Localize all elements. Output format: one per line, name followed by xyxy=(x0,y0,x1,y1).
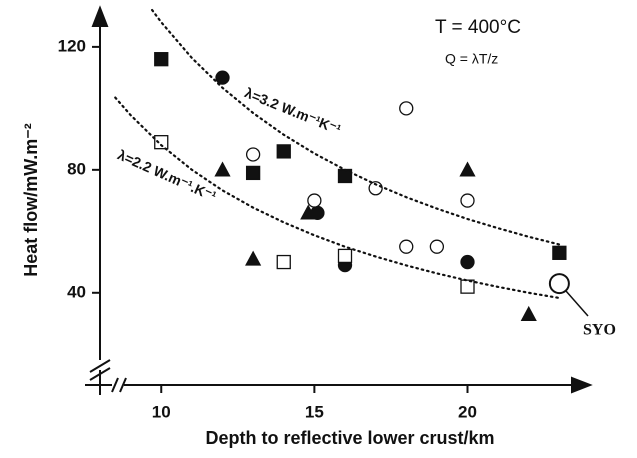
point xyxy=(460,193,475,208)
model-curve xyxy=(114,96,561,300)
point xyxy=(552,245,567,260)
point xyxy=(215,70,230,85)
y-tick-label: 80 xyxy=(67,159,86,178)
point xyxy=(300,204,317,220)
point xyxy=(399,101,414,116)
x-tick-label: 10 xyxy=(152,402,171,421)
point xyxy=(399,239,414,254)
point xyxy=(460,254,475,270)
y-tick-label: 120 xyxy=(58,36,86,55)
point xyxy=(459,161,476,177)
temperature-note: T = 400°C xyxy=(435,17,521,38)
axes xyxy=(85,5,593,395)
x-tick-label: 15 xyxy=(305,402,324,421)
point xyxy=(307,193,322,208)
x-axis-label: Depth to reflective lower crust/km xyxy=(205,428,494,448)
point xyxy=(368,181,383,196)
point xyxy=(337,248,353,264)
point xyxy=(429,239,445,254)
curve-label: λ=3.2 W.m⁻¹K⁻¹ xyxy=(242,84,343,137)
point xyxy=(520,305,537,321)
point xyxy=(276,144,291,159)
point xyxy=(245,250,262,266)
point xyxy=(245,147,261,162)
y-axis-label: Heat flow/mW.m⁻² xyxy=(21,123,41,277)
curve-label: λ=2.2 W.m⁻¹.K⁻¹ xyxy=(115,147,219,205)
x-tick-label: 20 xyxy=(458,402,477,421)
formula-note: Q = λT/z xyxy=(445,51,498,67)
point xyxy=(154,135,169,150)
point xyxy=(460,279,475,294)
point xyxy=(245,165,261,181)
syo-label: SYO xyxy=(583,322,616,339)
point xyxy=(214,161,231,177)
point xyxy=(548,273,570,295)
point xyxy=(276,254,291,270)
syo-leader xyxy=(565,290,589,317)
model-curve xyxy=(151,8,561,246)
point xyxy=(154,52,169,67)
y-tick-label: 40 xyxy=(67,282,86,301)
